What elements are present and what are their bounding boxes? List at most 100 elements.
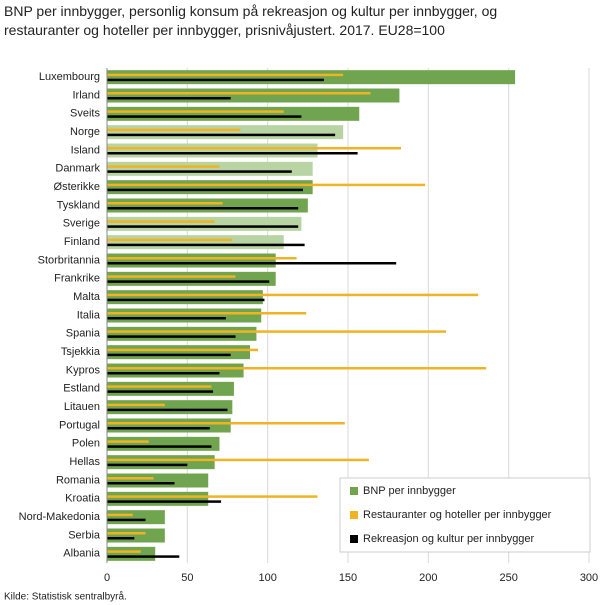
source: Kilde: Statistisk sentralbyrå. bbox=[4, 591, 127, 603]
y-tick-label: Kypros bbox=[66, 364, 101, 376]
bar bbox=[107, 188, 304, 192]
x-tick-label: 200 bbox=[419, 572, 437, 584]
bar bbox=[107, 216, 302, 231]
bar bbox=[107, 537, 135, 540]
bar bbox=[107, 133, 336, 137]
bar bbox=[107, 390, 214, 393]
bar bbox=[107, 70, 516, 85]
bar bbox=[107, 152, 358, 155]
bar bbox=[107, 202, 223, 205]
bar bbox=[107, 293, 479, 297]
bar bbox=[107, 308, 262, 323]
bar bbox=[107, 477, 154, 480]
bar bbox=[107, 363, 244, 378]
bar bbox=[107, 482, 175, 485]
bar bbox=[107, 436, 220, 451]
bar bbox=[107, 495, 318, 498]
x-tick-label: 50 bbox=[181, 572, 193, 584]
legend-label: Rekreasjon og kultur per innbygger bbox=[363, 533, 535, 545]
x-tick-label: 150 bbox=[339, 572, 357, 584]
legend-swatch bbox=[350, 511, 358, 519]
x-tick-label: 100 bbox=[258, 572, 276, 584]
bar bbox=[107, 147, 402, 150]
bar bbox=[107, 555, 180, 558]
legend-swatch bbox=[350, 487, 358, 495]
y-tick-label: Tyskland bbox=[57, 199, 100, 211]
bar bbox=[107, 92, 371, 95]
bar bbox=[107, 326, 257, 341]
bar bbox=[107, 106, 360, 121]
bar bbox=[107, 73, 344, 77]
title-part: BNP per innbygger, personlig konsum på r… bbox=[4, 3, 501, 19]
bar bbox=[107, 165, 220, 168]
bar bbox=[107, 440, 149, 443]
y-tick-label: Sverige bbox=[63, 218, 100, 230]
bar bbox=[107, 345, 250, 360]
y-tick-label: Frankrike bbox=[54, 273, 100, 285]
bar bbox=[107, 275, 236, 278]
bar bbox=[107, 125, 344, 140]
bar bbox=[107, 348, 259, 352]
bar bbox=[107, 312, 307, 315]
bar bbox=[107, 473, 209, 488]
bar bbox=[107, 403, 165, 407]
bar bbox=[107, 225, 299, 228]
legend-label: BNP per innbygger bbox=[363, 485, 456, 497]
y-tick-label: Spania bbox=[66, 328, 101, 340]
bar bbox=[107, 290, 263, 305]
chart-title-line: BNP per innbygger, personlig konsum på r… bbox=[4, 3, 501, 38]
bar bbox=[107, 500, 222, 503]
bar bbox=[107, 400, 233, 415]
bar bbox=[107, 220, 215, 223]
bar bbox=[107, 445, 212, 448]
y-tick-label: Hellas bbox=[69, 456, 100, 468]
bar bbox=[107, 367, 487, 370]
bar bbox=[107, 335, 236, 338]
bar bbox=[107, 78, 324, 82]
y-tick-label: Tsjekkia bbox=[61, 346, 101, 358]
bar bbox=[107, 253, 276, 268]
y-tick-label: Albania bbox=[63, 548, 101, 560]
legend-swatch bbox=[350, 535, 358, 543]
title-part: restauranter og hoteller per innbygger, … bbox=[4, 22, 445, 38]
y-tick-label: Polen bbox=[72, 438, 100, 450]
y-tick-label: Østerikke bbox=[54, 181, 100, 193]
bar bbox=[107, 408, 228, 412]
bar bbox=[107, 385, 212, 388]
bar bbox=[107, 238, 233, 242]
bar bbox=[107, 518, 146, 522]
y-tick-label: Island bbox=[71, 144, 100, 156]
bar bbox=[107, 510, 165, 525]
bar bbox=[107, 330, 447, 333]
bar bbox=[107, 491, 209, 506]
bar bbox=[107, 110, 284, 113]
bar bbox=[107, 235, 284, 250]
y-tick-label: Estland bbox=[63, 383, 100, 395]
bar bbox=[107, 418, 231, 433]
bar bbox=[107, 243, 305, 247]
bar bbox=[107, 271, 276, 286]
bar bbox=[107, 427, 210, 430]
bar bbox=[107, 463, 188, 467]
bar bbox=[107, 143, 318, 158]
bar bbox=[107, 97, 231, 100]
legend-label: Restauranter og hoteller per innbygger bbox=[363, 509, 552, 521]
y-tick-label: Storbritannia bbox=[38, 254, 101, 266]
bar bbox=[107, 513, 133, 517]
y-tick-label: Serbia bbox=[68, 529, 101, 541]
bar bbox=[107, 317, 226, 320]
y-tick-label: Portugal bbox=[59, 419, 100, 431]
bar bbox=[107, 183, 426, 187]
y-tick-label: Irland bbox=[72, 89, 100, 101]
y-tick-label: Sveits bbox=[70, 108, 100, 120]
y-tick-label: Norge bbox=[70, 126, 100, 138]
x-tick-label: 0 bbox=[104, 572, 110, 584]
y-tick-label: Romania bbox=[56, 474, 101, 486]
y-tick-label: Litauen bbox=[64, 401, 100, 413]
bar bbox=[107, 170, 292, 173]
y-tick-label: Luxembourg bbox=[39, 71, 100, 83]
bar bbox=[107, 128, 241, 132]
bar bbox=[107, 298, 265, 302]
bar bbox=[107, 207, 299, 210]
